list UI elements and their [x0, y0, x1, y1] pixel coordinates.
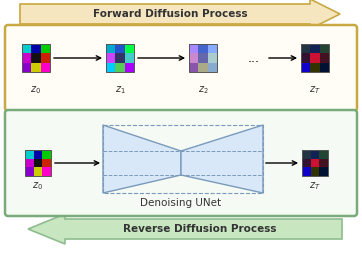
Bar — [34, 150, 42, 159]
Bar — [106, 63, 115, 72]
Polygon shape — [28, 214, 342, 244]
Bar — [310, 53, 320, 63]
Bar — [22, 53, 31, 63]
Text: $z_2$: $z_2$ — [198, 84, 209, 96]
Bar — [31, 63, 41, 72]
Polygon shape — [103, 125, 181, 193]
Bar — [302, 150, 311, 159]
Bar — [106, 53, 115, 63]
Bar — [301, 63, 310, 72]
Bar — [22, 63, 31, 72]
Bar — [125, 63, 134, 72]
Bar — [319, 159, 328, 167]
Bar — [208, 53, 217, 63]
Bar — [115, 63, 125, 72]
Text: $z_1$: $z_1$ — [115, 84, 125, 96]
Polygon shape — [20, 0, 340, 29]
Polygon shape — [181, 125, 263, 193]
Text: $z_0$: $z_0$ — [30, 84, 42, 96]
Bar — [311, 167, 319, 176]
Bar — [320, 44, 329, 53]
Bar — [198, 44, 208, 53]
Bar — [41, 44, 50, 53]
Text: Denoising UNet: Denoising UNet — [140, 198, 222, 208]
Bar — [103, 125, 263, 193]
FancyBboxPatch shape — [5, 25, 357, 111]
Bar — [301, 44, 310, 53]
Bar — [319, 167, 328, 176]
Bar — [31, 53, 41, 63]
Bar — [208, 44, 217, 53]
Bar — [208, 63, 217, 72]
Bar — [311, 159, 319, 167]
Bar — [34, 167, 42, 176]
Bar — [310, 63, 320, 72]
Bar — [22, 44, 50, 72]
Text: Forward Diffusion Process: Forward Diffusion Process — [93, 9, 247, 19]
Bar — [125, 53, 134, 63]
Bar — [25, 159, 34, 167]
Bar — [42, 167, 51, 176]
Text: Reverse Diffusion Process: Reverse Diffusion Process — [123, 224, 277, 234]
Bar — [25, 150, 51, 176]
Bar — [41, 63, 50, 72]
Bar — [198, 63, 208, 72]
Bar — [310, 44, 320, 53]
Bar — [34, 159, 42, 167]
Bar — [125, 44, 134, 53]
Bar — [42, 150, 51, 159]
Bar — [189, 53, 198, 63]
Bar — [189, 44, 217, 72]
Bar — [115, 44, 125, 53]
Bar — [319, 150, 328, 159]
Bar — [320, 53, 329, 63]
Text: ...: ... — [248, 52, 260, 64]
Text: $z_T$: $z_T$ — [309, 180, 321, 192]
Bar — [31, 44, 41, 53]
Bar — [106, 44, 115, 53]
Bar — [302, 167, 311, 176]
Text: $z_T$: $z_T$ — [309, 84, 321, 96]
Bar — [301, 44, 329, 72]
Bar — [115, 53, 125, 63]
Bar — [189, 44, 198, 53]
Bar — [301, 53, 310, 63]
Bar — [42, 159, 51, 167]
Bar — [198, 53, 208, 63]
Bar — [25, 167, 34, 176]
Bar — [25, 150, 34, 159]
Bar — [106, 44, 134, 72]
Bar — [41, 53, 50, 63]
Bar — [189, 63, 198, 72]
Text: $z_0$: $z_0$ — [33, 180, 43, 192]
Bar — [302, 150, 328, 176]
Bar — [320, 63, 329, 72]
FancyBboxPatch shape — [5, 110, 357, 216]
Bar — [22, 44, 31, 53]
Bar — [311, 150, 319, 159]
Bar — [302, 159, 311, 167]
